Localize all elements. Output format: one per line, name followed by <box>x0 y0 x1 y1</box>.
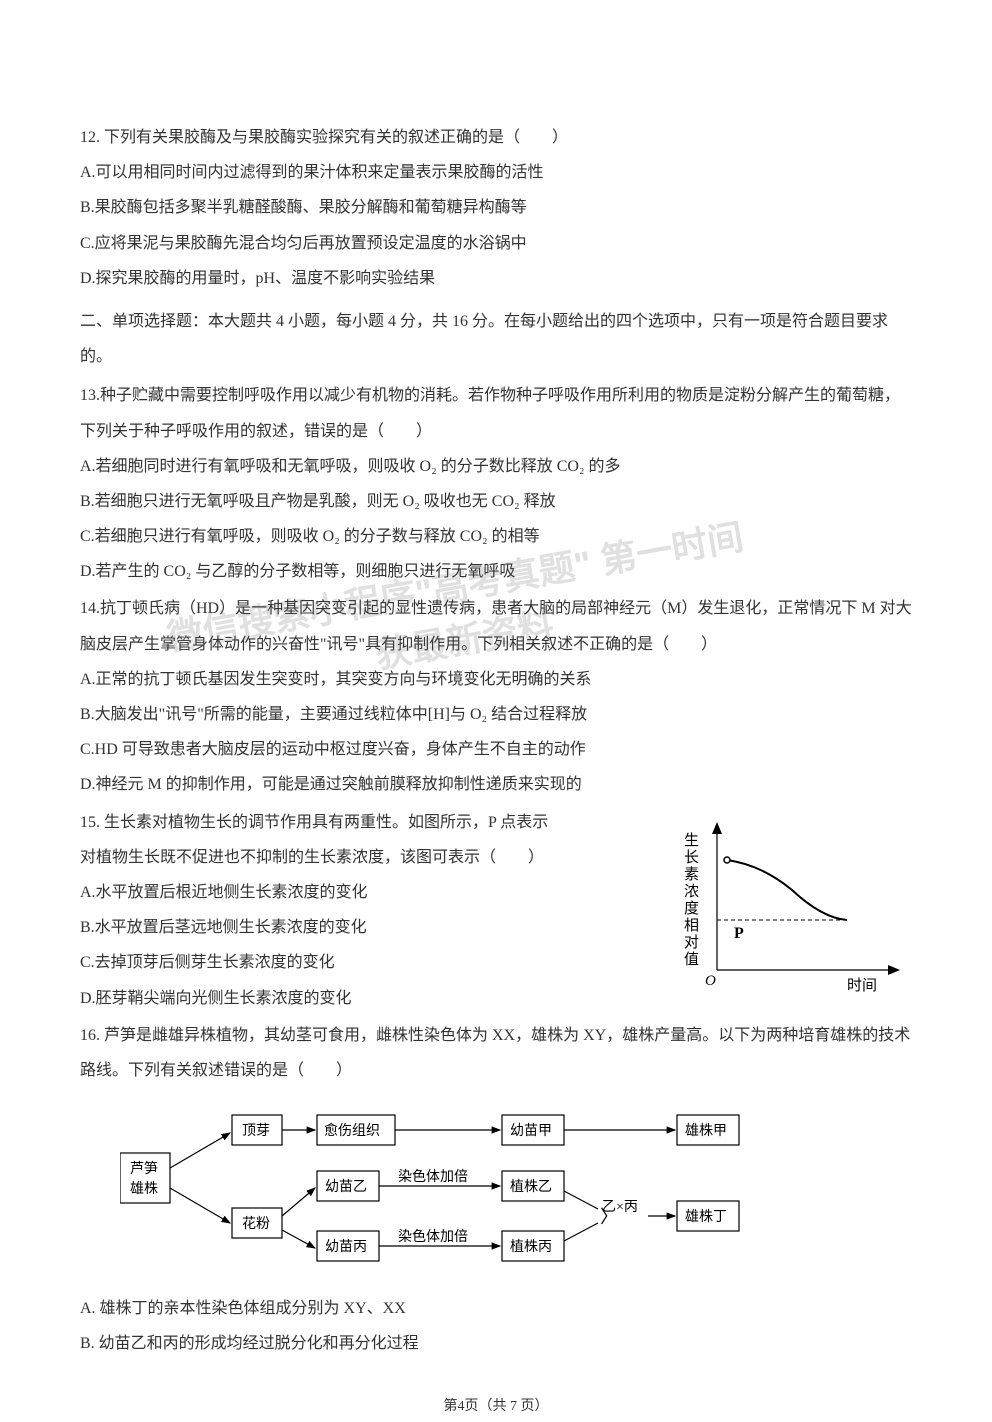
ylabel-1: 生 <box>684 832 699 849</box>
curve-start-point <box>724 857 730 863</box>
q14-option-a: A.正常的抗丁顿氏基因发生突变时，其突变方向与环境变化无明确的关系 <box>80 662 912 697</box>
q12-option-a: A.可以用相同时间内过滤得到的果汁体积来定量表示果胶酶的活性 <box>80 155 912 190</box>
node-huafen-label: 花粉 <box>242 1216 270 1232</box>
xlabel: 时间 <box>847 977 877 994</box>
q15-option-a: A.水平放置后根近地侧生长素浓度的变化 <box>80 875 652 910</box>
edge-zhizhuB-merge <box>564 1191 598 1209</box>
node-yushang-label: 愈伤组织 <box>324 1123 380 1139</box>
q12-stem: 12. 下列有关果胶酶及与果胶酶实验探究有关的叙述正确的是（ ） <box>80 120 912 155</box>
node-youmiaoB-label: 幼苗乙 <box>325 1179 367 1195</box>
x-axis-arrow <box>888 965 900 975</box>
q13-option-a: A.若细胞同时进行有氧呼吸和无氧呼吸，则吸收 O₂ 的分子数比释放 CO₂ 的多 <box>80 449 912 484</box>
q16-option-b: B. 幼苗乙和丙的形成均经过脱分化和再分化过程 <box>80 1326 912 1361</box>
ylabel-3: 素 <box>684 866 699 883</box>
q15-chart: 生 长 素 浓 度 相 对 值 P O 时间 <box>672 810 912 1013</box>
q14-option-d: D.神经元 M 的抑制作用，可能是通过突触前膜释放抑制性递质来实现的 <box>80 767 912 802</box>
node-lusun-l2: 雄株 <box>130 1181 158 1197</box>
question-12: 12. 下列有关果胶酶及与果胶酶实验探究有关的叙述正确的是（ ） A.可以用相同… <box>80 120 912 296</box>
edge-lusun-huafen <box>170 1188 230 1223</box>
ylabel-4: 浓 <box>684 883 699 900</box>
q15-option-d: D.胚芽鞘尖端向光侧生长素浓度的变化 <box>80 981 652 1016</box>
page-footer: 第4页（共 7 页） <box>80 1392 912 1422</box>
p-label: P <box>734 925 744 942</box>
q16-stem: 16. 芦笋是雌雄异株植物，其幼茎可食用，雌株性染色体为 XX，雄株为 XY，雄… <box>80 1018 912 1088</box>
q12-option-c: C.应将果泥与果胶酶先混合均匀后再放置预设定温度的水浴锅中 <box>80 226 912 261</box>
node-zhizhuB-label: 植株乙 <box>510 1179 552 1195</box>
q14-stem: 14.抗丁顿氏病（HD）是一种基因突变引起的显性遗传病，患者大脑的局部神经元（M… <box>80 591 912 661</box>
node-youmiaoA-label: 幼苗甲 <box>510 1123 552 1139</box>
q12-option-b: B.果胶酶包括多聚半乳糖醛酸酶、果胶分解酶和葡萄糖异构酶等 <box>80 190 912 225</box>
node-lusun-l1: 芦笋 <box>130 1160 158 1177</box>
section-2-header: 二、单项选择题：本大题共 4 小题，每小题 4 分，共 16 分。在每小题给出的… <box>80 304 912 374</box>
bracket: 〉 <box>600 1207 618 1227</box>
node-dingya-label: 顶芽 <box>242 1123 270 1139</box>
edge-huafen-youmiaoB <box>282 1188 315 1216</box>
q13-option-b: B.若细胞只进行无氧呼吸且产物是乳酸，则无 O₂ 吸收也无 CO₂ 释放 <box>80 484 912 519</box>
question-16: 16. 芦笋是雌雄异株植物，其幼茎可食用，雌株性染色体为 XX，雄株为 XY，雄… <box>80 1018 912 1362</box>
node-youmiaoC-label: 幼苗丙 <box>325 1239 367 1255</box>
q16-option-a: A. 雄株丁的亲本性染色体组成分别为 XY、XX <box>80 1291 912 1326</box>
question-15: 15. 生长素对植物生长的调节作用具有两重性。如图所示，P 点表示 对植物生长既… <box>80 805 912 1016</box>
q14-option-b: B.大脑发出"讯号"所需的能量，主要通过线粒体中[H]与 O₂ 结合过程释放 <box>80 697 912 732</box>
edge-ransetiB-label: 染色体加倍 <box>398 1168 468 1185</box>
q13-option-d: D.若产生的 CO₂ 与乙醇的分子数相等，则细胞只进行无氧呼吸 <box>80 554 912 589</box>
edge-lusun-dingya <box>170 1133 230 1168</box>
node-xiongzhuD-label: 雄株丁 <box>685 1209 727 1225</box>
ylabel-5: 度 <box>684 900 699 917</box>
y-axis-arrow <box>712 822 722 834</box>
ylabel-6: 相 <box>684 917 699 934</box>
edge-ransetiC-label: 染色体加倍 <box>398 1228 468 1245</box>
ylabel-8: 值 <box>684 951 699 968</box>
ylabel-2: 长 <box>684 849 699 866</box>
ylabel-7: 对 <box>684 934 699 951</box>
q14-option-c: C.HD 可导致患者大脑皮层的运动中枢过度兴奋，身体产生不自主的动作 <box>80 732 912 767</box>
q13-stem: 13.种子贮藏中需要控制呼吸作用以减少有机物的消耗。若作物种子呼吸作用所利用的物… <box>80 378 912 448</box>
question-13: 13.种子贮藏中需要控制呼吸作用以减少有机物的消耗。若作物种子呼吸作用所利用的物… <box>80 378 912 589</box>
edge-huafen-youmiaoC <box>282 1230 315 1248</box>
node-xiongzhuA-label: 雄株甲 <box>685 1123 727 1139</box>
q16-flowchart: 芦笋 雄株 顶芽 愈伤组织 幼苗甲 雄株甲 花粉 <box>120 1103 892 1276</box>
q15-option-c: C.去掉顶芽后侧芽生长素浓度的变化 <box>80 945 652 980</box>
question-14: 14.抗丁顿氏病（HD）是一种基因突变引起的显性遗传病，患者大脑的局部神经元（M… <box>80 591 912 802</box>
curve <box>727 860 847 920</box>
q15-option-b: B.水平放置后茎远地侧生长素浓度的变化 <box>80 910 652 945</box>
q15-stem2: 对植物生长既不促进也不抑制的生长素浓度，该图可表示（ ） <box>80 840 652 875</box>
node-zhizhuC-label: 植株丙 <box>510 1239 552 1255</box>
q13-option-c: C.若细胞只进行有氧呼吸，则吸收 O₂ 的分子数与释放 CO₂ 的相等 <box>80 519 912 554</box>
q12-option-d: D.探究果胶酶的用量时，pH、温度不影响实验结果 <box>80 261 912 296</box>
origin-label: O <box>705 973 716 989</box>
edge-zhizhuC-merge <box>564 1223 598 1241</box>
